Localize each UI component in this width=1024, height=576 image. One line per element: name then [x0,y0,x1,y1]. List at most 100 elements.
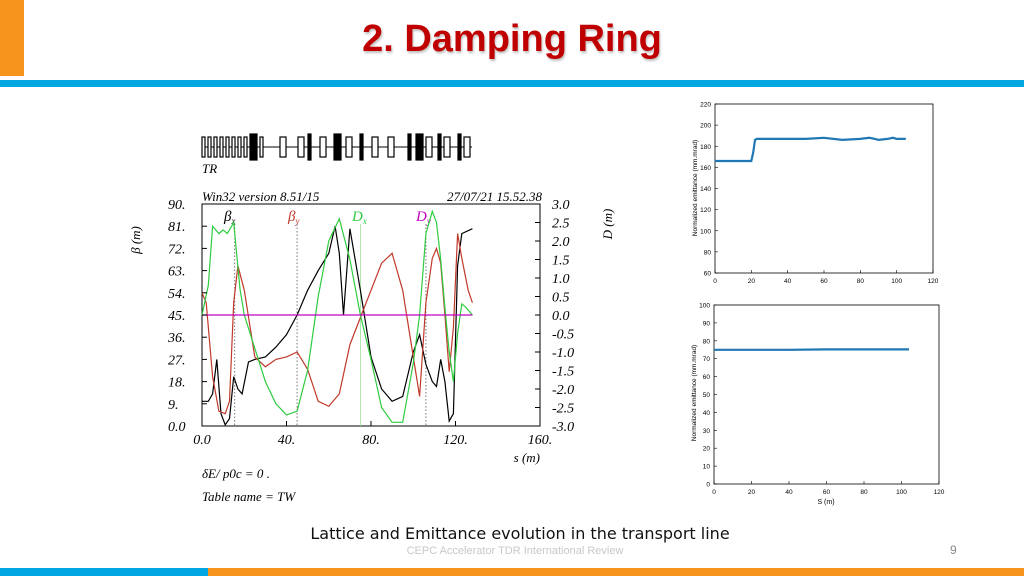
emittance-top-ticks: 60 80 100 120 140 160 180 200 220 0 20 40 60 80 100 120 [700,102,939,286]
lattice-element [279,136,287,158]
emittance-x-tick-label: 40 [785,489,793,496]
emittance-top-series [715,136,906,163]
y-left-tick-label: 18. [168,376,186,391]
y-left-tick-label: 63. [168,265,186,280]
lattice-element [463,136,471,158]
y-right-tick-label: 0.0 [552,309,570,324]
emittance-y-tick-label: 140 [700,186,711,193]
lattice-element [219,136,224,158]
lattice-element [345,136,353,158]
y-left-tick-label: 0.0 [168,420,186,435]
lattice-element [333,133,338,161]
lattice-ticks: 0.0 9. 18. 27. 36. 45. 54. 63. 72. 81. 90. -3.0 -2.5… [167,198,574,448]
x-tick-label: 160. [528,433,553,448]
x-tick-label: 40. [278,433,296,448]
y-right-tick-label: 2.0 [552,235,570,250]
emittance-x-tick-label: 0 [712,489,716,496]
lattice-element [419,133,424,161]
lattice-element [443,136,451,158]
title-rule [0,80,1024,87]
y-right-tick-label: 3.0 [551,198,570,213]
series-beta-y [201,233,473,415]
lattice-element [359,133,364,161]
emittance-y-tick-label: 70 [703,356,711,363]
emittance-x-tick-label: 20 [748,489,756,496]
y-left-tick-label: 9. [168,398,179,413]
y-left-label: β (m) [128,226,143,255]
lattice-element [237,136,242,158]
lattice-element [259,136,264,158]
page-number: 9 [950,543,957,557]
emittance-x-tick-label: 100 [896,489,907,496]
program-version: Win32 version 8.51/15 [202,189,320,204]
y-right-tick-label: 1.5 [552,254,570,269]
y-right-tick-label: -1.5 [552,365,574,380]
lattice-elements [201,133,472,161]
emittance-y-tick-label: 220 [700,102,711,109]
emittance-y-tick-label: 200 [700,123,711,130]
y-right-tick-label: -1.0 [552,346,574,361]
y-right-label: D (m) [600,209,615,241]
lattice-element [457,133,462,161]
emittance-x-tick-label: 0 [713,278,717,285]
y-left-tick-label: 45. [168,309,186,324]
lattice-label: TR [202,161,217,176]
lattice-element [437,133,442,161]
series-beta-x [202,226,473,427]
emittance-top-frame [714,103,934,274]
emittance-y-tick-label: 40 [703,410,711,417]
y-left-tick-label: 36. [167,331,186,346]
emittance-y-tick-label: 160 [700,165,711,172]
y-right-tick-label: -3.0 [552,420,574,435]
lattice-element [307,133,312,161]
emittance-y-tick-label: 50 [703,392,711,399]
lattice-element [201,136,206,158]
x-tick-label: 0.0 [193,433,211,448]
table-name: Table name = TW [202,489,296,504]
lattice-element [207,136,212,158]
emittance-y-tick-label: 180 [700,144,711,151]
emittance-chart-bottom: Normalized emittance (mm.mrad) 0 10 20 30 40… [691,303,945,507]
emittance-y-tick-label: 10 [703,464,711,471]
lattice-series [201,209,473,427]
lattice-legend: βx βy Dx Dy [223,209,431,226]
figure-caption: Lattice and Emittance evolution in the t… [310,524,730,543]
emittance-series [715,136,906,163]
y-right-tick-label: 1.0 [552,272,570,287]
x-axis-label: s (m) [514,450,540,465]
series-dispersion-x [201,209,473,423]
emittance-bottom-ylabel: Normalized emittance (mm.mrad) [691,345,698,441]
emittance-x-tick-label: 20 [748,278,756,285]
y-right-tick-label: 2.5 [552,217,570,232]
emittance-x-tick-label: 80 [860,489,868,496]
legend-entry-Dy: Dy [415,209,431,226]
x-tick-label: 120. [443,433,468,448]
emittance-y-tick-label: 80 [704,249,712,256]
x-tick-label: 80. [362,433,380,448]
emittance-x-tick-label: 120 [934,489,945,496]
y-right-tick-label: -0.5 [552,328,574,343]
legend-entry-βx: βx [223,209,235,226]
emittance-x-tick-label: 60 [823,489,831,496]
lattice-chart: TR Win32 version 8.51/15 27/07/21 15.52.… [128,133,615,504]
emittance-bottom-frame [713,304,940,485]
y-right-tick-label: -2.0 [552,383,574,398]
lattice-element [415,133,420,161]
emittance-x-tick-label: 100 [891,278,902,285]
emittance-x-tick-label: 80 [857,278,865,285]
legend-entry-βy: βy [287,209,299,226]
emittance-y-tick-label: 20 [703,446,711,453]
lattice-element [225,136,230,158]
y-right-tick-label: 0.5 [552,291,570,306]
lattice-element [407,133,412,161]
momentum-note: δE/ p0c = 0 . [202,466,270,481]
emittance-y-tick-label: 90 [703,320,711,327]
emittance-chart-top: Normalized emittance (mm.mrad) 60 80 100 12… [692,102,939,286]
y-right-tick-label: -2.5 [552,402,574,417]
lattice-element [213,136,218,158]
legend-entry-Dx: Dx [351,209,367,226]
lattice-guides [234,224,427,426]
footer-bar-blue [0,568,208,576]
y-left-tick-label: 81. [168,220,186,235]
emittance-y-tick-label: 0 [706,482,710,489]
